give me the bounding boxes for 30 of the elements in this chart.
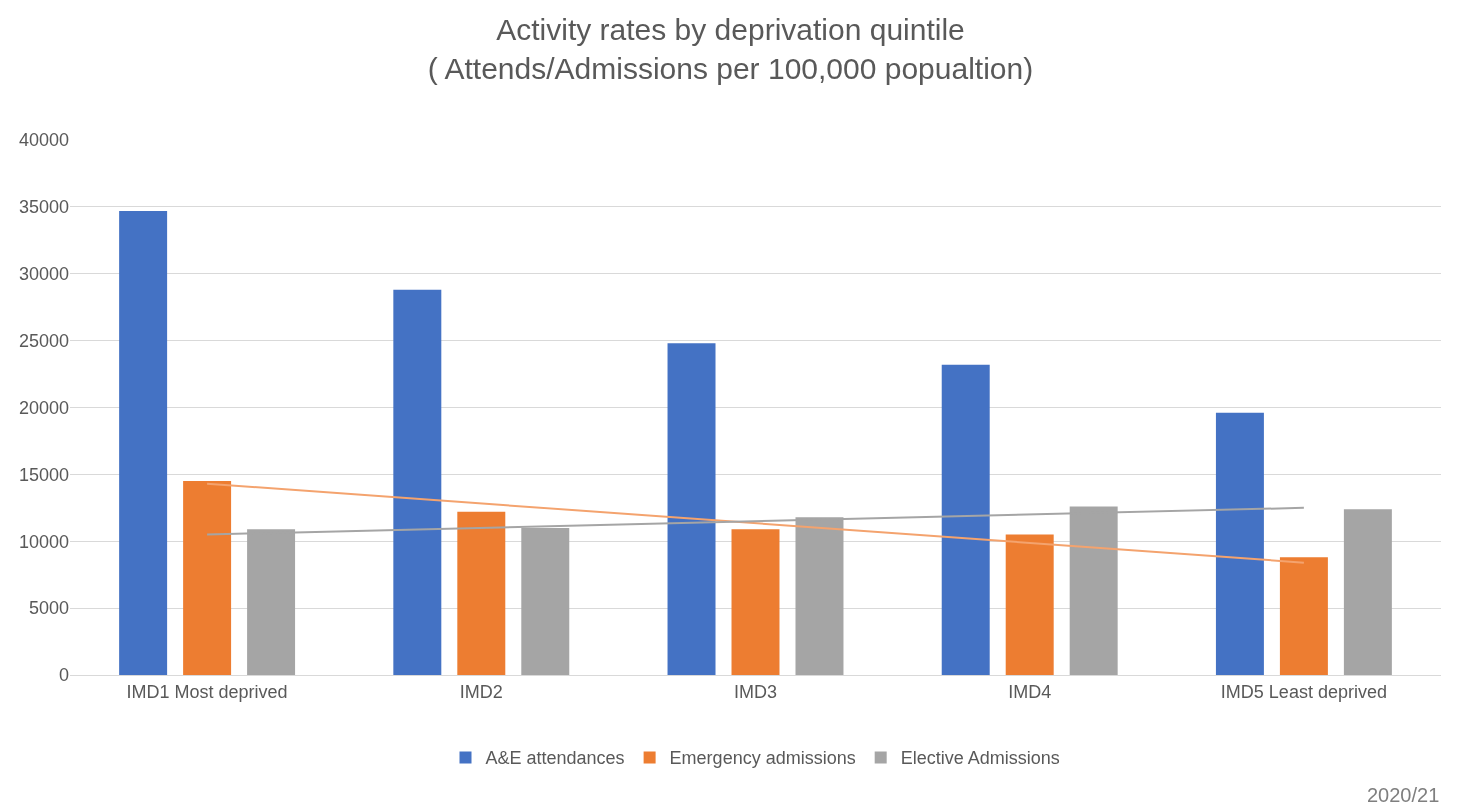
x-tick-label: IMD3: [733, 681, 778, 702]
y-tick-label: 35000: [18, 197, 69, 218]
y-tick-label: 20000: [18, 397, 69, 418]
bar: [183, 481, 232, 675]
bar: [667, 343, 716, 675]
bar: [1343, 509, 1392, 675]
x-tick-label: IMD1 Most deprived: [126, 681, 288, 702]
x-tick-label: IMD5 Least deprived: [1220, 681, 1387, 702]
bar: [393, 289, 442, 675]
legend-label: Emergency admissions: [669, 748, 856, 769]
bar: [457, 511, 506, 675]
y-tick-label: 25000: [18, 330, 69, 351]
y-tick-label: 10000: [18, 531, 69, 552]
chart-title: Activity rates by deprivation quintile ( Attends/Admissions per 100,000 popualtion): [427, 13, 1034, 86]
y-tick-label: 5000: [28, 598, 69, 619]
legend-label: A&E attendances: [485, 748, 625, 769]
y-tick-label: 15000: [18, 464, 69, 485]
x-tick-label: IMD4: [1008, 681, 1052, 702]
x-tick-label: IMD2: [459, 681, 503, 702]
legend-label: Elective Admissions: [900, 748, 1060, 769]
y-tick-label: 0: [58, 665, 69, 686]
text: 2020/21: [1367, 784, 1440, 805]
bar: [731, 529, 780, 675]
bar: [119, 210, 168, 675]
bar: [1279, 557, 1328, 675]
y-tick-label: 40000: [18, 130, 69, 151]
bar: [1215, 412, 1264, 675]
bar: [1005, 534, 1054, 675]
bar: [941, 364, 990, 675]
y-tick-label: 30000: [18, 264, 69, 285]
